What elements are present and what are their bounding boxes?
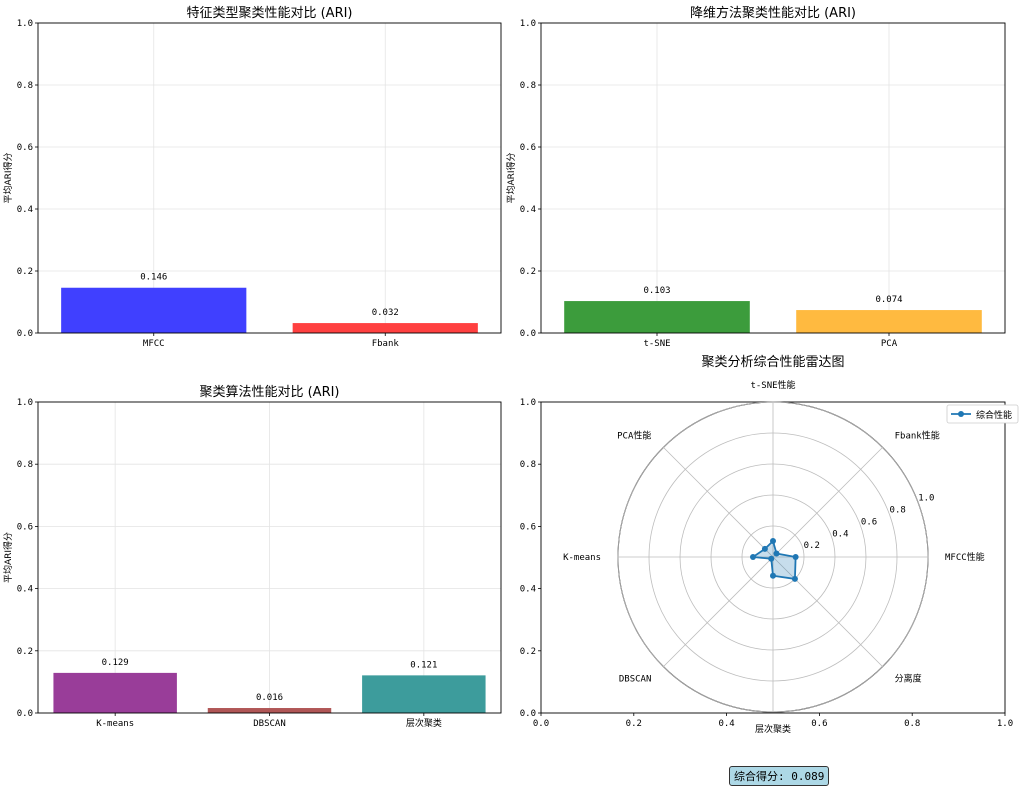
y-tick-label: 0.6 (17, 143, 33, 153)
bar-层次聚类 (362, 675, 486, 713)
x-tick-label: MFCC (143, 339, 165, 349)
plot-frame (37, 22, 502, 334)
y-tick-label: 0.6 (17, 522, 33, 532)
x-tick-label: 0.6 (811, 719, 827, 729)
x-tick-label: t-SNE (643, 339, 670, 349)
x-tick-label: 0.0 (533, 719, 549, 729)
radar-ring-label: 0.2 (804, 541, 820, 551)
chart-title: 聚类分析综合性能雷达图 (701, 355, 844, 370)
radar-point (791, 575, 798, 582)
y-tick-label: 0.0 (520, 329, 536, 339)
y-tick-label: 0.2 (520, 267, 536, 277)
y-tick-label: 0.8 (520, 460, 536, 470)
chart-title: 降维方法聚类性能对比 (ARI) (690, 5, 856, 21)
bar-value-label: 0.146 (140, 273, 167, 283)
y-tick-label: 1.0 (17, 19, 33, 29)
radar-axis-label: 层次聚类 (755, 723, 791, 735)
y-axis-label: 平均ARI得分 (505, 152, 517, 203)
radar-spoke (663, 556, 774, 667)
y-tick-label: 0.0 (520, 709, 536, 719)
bar-value-label: 0.032 (372, 308, 399, 318)
bar-Fbank (292, 323, 478, 333)
x-tick-label: 0.2 (626, 719, 642, 729)
y-tick-label: 0.8 (17, 81, 33, 91)
bar-value-label: 0.074 (875, 295, 902, 305)
radar-point (770, 572, 776, 579)
y-tick-label: 0.8 (520, 81, 536, 91)
radar-point (750, 554, 757, 560)
y-tick-label: 0.2 (520, 647, 536, 657)
radar-spoke (663, 447, 774, 558)
bar-value-label: 0.016 (256, 693, 283, 703)
y-tick-label: 0.0 (17, 709, 33, 719)
y-tick-label: 0.6 (520, 522, 536, 532)
overall-score-badge: 综合得分: 0.089 (729, 766, 830, 786)
radar-axis-label: K-means (563, 553, 601, 563)
radar-point (792, 554, 799, 560)
legend: 综合性能 (946, 404, 1019, 424)
radar-ring-label: 1.0 (918, 494, 934, 504)
bar-value-label: 0.129 (102, 658, 129, 668)
y-tick-label: 1.0 (520, 19, 536, 29)
y-tick-label: 0.4 (520, 205, 536, 215)
radar-chart: 0.0 0.2 0.4 0.6 0.8 1.0 0.0 0.2 0.4 0.6 0.8 1.0 0.2 0… (520, 355, 1019, 735)
y-tick-label: 0.4 (17, 205, 33, 215)
bar-chart-3: 0.0 0.2 0.4 0.6 0.8 1.0 0.129 K-means 0.016 DBSCA… (2, 385, 502, 729)
x-tick-label: 1.0 (997, 719, 1013, 729)
radar-spoke (772, 556, 883, 667)
bar-chart-1: 0.0 0.2 0.4 0.6 0.8 1.0 0.146 MFCC 0.032 Fbank 特征类… (2, 6, 502, 349)
radar-ring-label: 0.4 (832, 529, 848, 539)
radar-axis-label: 分离度 (895, 673, 922, 685)
radar-axis-label: DBSCAN (619, 675, 652, 685)
legend-box (946, 404, 1019, 424)
y-tick-label: 0.2 (17, 647, 33, 657)
legend-marker (958, 411, 964, 417)
y-tick-label: 1.0 (17, 398, 33, 408)
radar-spoke (772, 447, 883, 558)
y-axis-label: 平均ARI得分 (2, 532, 14, 583)
radar-ring-label: 0.8 (890, 506, 906, 516)
radar-axis-label: PCA性能 (617, 429, 651, 441)
radar-axis-label: Fbank性能 (895, 429, 940, 441)
radar-ring-label: 0.6 (861, 517, 877, 527)
x-tick-label: PCA (881, 339, 898, 349)
x-tick-label: 0.4 (718, 719, 734, 729)
radar-point (770, 538, 776, 545)
y-axis-label: 平均ARI得分 (2, 152, 14, 203)
bar-K-means (53, 672, 177, 713)
x-tick-label: 0.8 (904, 719, 920, 729)
bar-value-label: 0.103 (643, 286, 670, 296)
x-tick-label: DBSCAN (253, 719, 286, 729)
bar-PCA (796, 310, 982, 333)
y-tick-label: 1.0 (520, 398, 536, 408)
y-tick-label: 0.0 (17, 329, 33, 339)
plot-frame (540, 22, 1006, 334)
chart-title: 特征类型聚类性能对比 (ARI) (186, 6, 352, 21)
bar-value-label: 0.121 (410, 660, 437, 670)
radar-point (773, 550, 780, 557)
x-tick-label: 层次聚类 (406, 717, 442, 729)
radar-point (761, 545, 768, 552)
radar-point (768, 555, 775, 562)
radar-axis-label: MFCC性能 (945, 551, 985, 563)
chart-title: 聚类算法性能对比 (ARI) (199, 385, 339, 400)
y-tick-label: 0.8 (17, 460, 33, 470)
legend-label: 综合性能 (976, 409, 1012, 421)
x-tick-label: K-means (96, 719, 134, 729)
y-tick-label: 0.2 (17, 267, 33, 277)
bar-chart-2: 0.0 0.2 0.4 0.6 0.8 1.0 0.103 t-SNE 0.074 PCA 降维方法… (505, 5, 1006, 349)
radar-axis-label: t-SNE性能 (750, 379, 795, 391)
bar-DBSCAN (207, 708, 332, 713)
bar-MFCC (61, 287, 247, 333)
bar-t-SNE (564, 301, 750, 333)
y-tick-label: 0.6 (520, 143, 536, 153)
plot-frame (37, 401, 502, 714)
y-tick-label: 0.4 (520, 585, 536, 595)
y-tick-label: 0.4 (17, 585, 33, 595)
x-tick-label: Fbank (372, 339, 400, 349)
